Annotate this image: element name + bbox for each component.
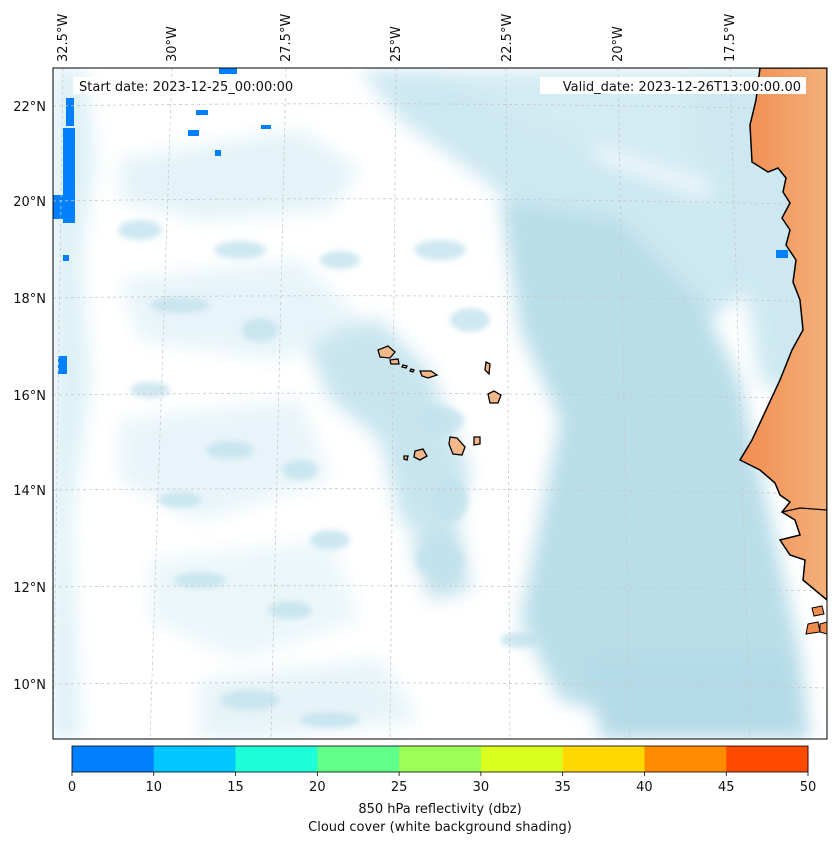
colorbar-swatch [72,746,155,772]
colorbar-swatch [317,746,400,772]
cloud-cover-shading [53,68,827,739]
colorbar-tick-label: 35 [554,780,571,795]
colorbar-tick-label: 40 [636,780,653,795]
colorbar: 0 10 15 20 25 30 35 40 45 50 850 hPa reflectivity… [68,745,816,835]
colorbar-swatch [562,746,645,772]
colorbar-tick-label: 25 [391,780,408,795]
reflectivity-patches [53,68,827,374]
start-date-box [73,77,313,94]
colorbar-outline [71,745,809,773]
colorbar-label-line2: Cloud cover (white background shading) [308,820,572,835]
colorbar-swatch [153,746,237,772]
graticule [53,68,827,739]
valid-date-label: Valid_date: 2023-12-26T13:00:00.00 [563,80,801,95]
colorbar-tick-label: 20 [309,780,326,795]
colorbar-tick-label: 45 [718,780,735,795]
colorbar-swatch [235,746,318,772]
colorbar-ticks: 0 10 15 20 25 30 35 40 45 50 [68,772,816,795]
cloud-patches [118,220,540,728]
colorbar-label-line1: 850 hPa reflectivity (dbz) [358,802,521,817]
lon-label: 22.5°W [500,14,515,62]
lat-label: 14°N [13,484,46,499]
guinea-bissau-islands [805,605,827,635]
colorbar-swatch [726,746,809,772]
lon-label: 32.5°W [56,14,71,62]
colorbar-tick-label: 0 [68,780,76,795]
lat-label: 18°N [13,292,46,307]
lat-label: 20°N [13,195,46,210]
lat-label: 12°N [13,581,46,596]
colorbar-swatch [399,746,482,772]
colorbar-tick-label: 50 [800,780,817,795]
lon-label: 27.5°W [279,14,294,62]
colorbar-swatch [480,746,564,772]
colorbar-swatch [644,746,727,772]
longitude-labels: 32.5°W 30°W 27.5°W 25°W 22.5°W 20°W 17.5… [56,14,738,62]
lat-label: 22°N [13,100,46,115]
gambia-estuary [781,507,827,513]
lat-label: 16°N [13,389,46,404]
lon-label: 25°W [389,26,404,62]
colorbar-swatches [72,746,809,772]
latitude-labels: 22°N 20°N 18°N 16°N 14°N 12°N 10°N [13,100,46,693]
africa-coastline [738,68,827,601]
colorbar-tick-label: 30 [473,780,490,795]
lat-label: 10°N [13,678,46,693]
map-frame [52,67,828,740]
start-date-label: Start date: 2023-12-25_00:00:00 [79,80,293,95]
colorbar-tick-label: 15 [227,780,244,795]
lon-label: 17.5°W [723,14,738,62]
colorbar-tick-label: 10 [146,780,163,795]
valid-date-box [540,77,806,94]
lon-label: 30°W [165,26,180,62]
lon-label: 20°W [611,26,626,62]
cabo-verde-islands [377,345,502,461]
